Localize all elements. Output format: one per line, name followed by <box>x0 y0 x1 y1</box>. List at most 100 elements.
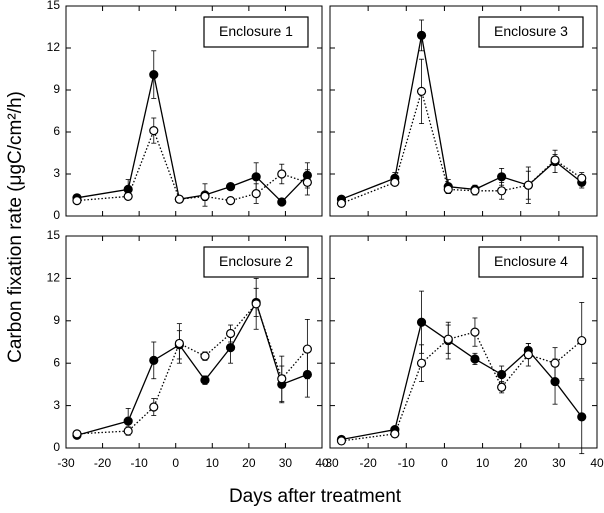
series-line <box>76 74 308 203</box>
series-line <box>341 89 583 205</box>
data-point <box>225 182 236 192</box>
data-point <box>200 351 210 361</box>
y-tick-label: 3 <box>53 166 60 180</box>
series-line <box>76 300 308 436</box>
data-point <box>302 177 312 187</box>
series-line <box>76 302 308 435</box>
plot-frame <box>65 235 323 449</box>
series-line <box>76 128 308 202</box>
x-tick-label: 30 <box>552 456 566 470</box>
data-point <box>416 317 427 327</box>
data-point <box>174 338 184 349</box>
data-point <box>470 354 480 364</box>
x-tick-label: 20 <box>242 456 256 470</box>
data-point <box>72 429 82 439</box>
x-tick-label: 10 <box>476 456 490 470</box>
data-point <box>497 369 507 380</box>
x-tick-label: -20 <box>359 456 377 470</box>
y-tick-label: 0 <box>53 208 60 222</box>
x-tick-label: -10 <box>130 456 148 470</box>
data-point <box>416 86 427 97</box>
panel-title: Enclosure 3 <box>494 23 568 39</box>
data-point <box>72 196 82 206</box>
x-tick-label: 20 <box>514 456 528 470</box>
data-point <box>251 172 261 182</box>
x-tick-label: 30 <box>279 456 293 470</box>
x-tick-label: -30 <box>321 456 339 470</box>
y-tick-label: 12 <box>47 40 61 54</box>
data-point <box>277 197 287 207</box>
y-tick-label: 9 <box>53 82 60 96</box>
data-point <box>470 186 480 196</box>
data-point <box>225 343 236 353</box>
data-point <box>497 186 507 196</box>
y-tick-label: 3 <box>53 398 60 412</box>
panel-title: Enclosure 2 <box>219 253 293 269</box>
data-point <box>390 429 400 439</box>
panel-title-box <box>478 246 584 278</box>
y-tick-label: 15 <box>47 0 61 12</box>
y-tick-label: 15 <box>47 228 61 242</box>
data-point <box>550 358 560 368</box>
data-point <box>336 198 347 208</box>
plot-frame <box>329 235 598 449</box>
x-tick-label: 10 <box>206 456 220 470</box>
x-tick-label: 0 <box>172 456 179 470</box>
plot-frame <box>329 5 598 217</box>
data-point <box>443 334 453 344</box>
panel-title: Enclosure 1 <box>219 23 293 39</box>
data-point <box>251 299 261 309</box>
data-point <box>416 30 427 41</box>
data-point <box>443 184 453 194</box>
data-point <box>149 402 159 412</box>
y-axis-title: Carbon fixation rate (μgC/cm²/h) <box>5 91 26 363</box>
data-point <box>149 355 159 365</box>
data-point <box>336 436 347 446</box>
data-point <box>277 374 287 384</box>
data-point <box>523 180 533 190</box>
data-point <box>577 412 587 422</box>
data-point <box>497 382 507 392</box>
plot-frame <box>65 5 323 217</box>
data-point <box>149 126 159 136</box>
x-tick-label: -30 <box>57 456 75 470</box>
series-line <box>341 331 583 442</box>
x-tick-label: -20 <box>94 456 112 470</box>
data-point <box>470 327 480 337</box>
panel-title-box <box>203 246 309 278</box>
panel-title-box <box>203 16 309 48</box>
data-point <box>123 426 133 436</box>
data-point <box>225 196 236 206</box>
y-tick-label: 6 <box>53 355 60 369</box>
x-axis-title: Days after treatment <box>229 486 402 507</box>
series-line <box>341 35 583 200</box>
data-point <box>277 169 287 179</box>
y-tick-label: 0 <box>53 440 60 454</box>
data-point <box>149 69 159 80</box>
series-line <box>341 321 583 441</box>
data-point <box>390 177 400 187</box>
data-point <box>251 189 261 199</box>
data-point <box>550 155 560 165</box>
y-tick-label: 12 <box>47 271 61 285</box>
data-point <box>497 172 507 182</box>
data-point <box>577 335 587 346</box>
data-point <box>200 191 210 201</box>
data-point <box>174 194 184 204</box>
data-point <box>523 350 533 360</box>
panel-title-box <box>478 16 584 48</box>
y-tick-label: 9 <box>53 313 60 327</box>
data-point <box>123 416 133 426</box>
x-tick-label: 40 <box>590 456 604 470</box>
data-point <box>302 344 312 354</box>
data-point <box>123 191 133 201</box>
panel-title: Enclosure 4 <box>494 253 568 269</box>
data-point <box>200 375 210 385</box>
data-point <box>577 173 587 183</box>
x-tick-label: -10 <box>398 456 416 470</box>
x-tick-label: 0 <box>441 456 448 470</box>
data-point <box>225 328 236 339</box>
y-tick-label: 6 <box>53 124 60 138</box>
data-point <box>416 358 427 368</box>
